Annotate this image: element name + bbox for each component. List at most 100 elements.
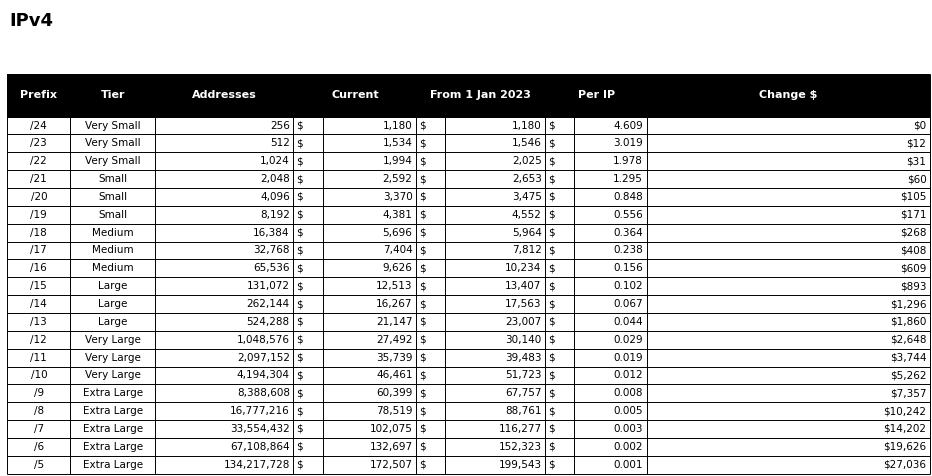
Text: From 1 Jan 2023: From 1 Jan 2023	[431, 90, 531, 100]
Text: 35,739: 35,739	[376, 353, 413, 363]
Text: $1,296: $1,296	[890, 299, 926, 309]
Text: 16,267: 16,267	[376, 299, 413, 309]
Text: /9: /9	[34, 388, 44, 398]
Text: $5,262: $5,262	[890, 370, 926, 380]
Text: $: $	[296, 353, 303, 363]
Text: 4,194,304: 4,194,304	[237, 370, 290, 380]
Text: 13,407: 13,407	[505, 281, 541, 291]
Text: $105: $105	[900, 192, 926, 202]
Text: 132,697: 132,697	[369, 442, 413, 452]
Text: 0.002: 0.002	[613, 442, 643, 452]
Text: 4.609: 4.609	[613, 120, 643, 130]
Text: $: $	[419, 442, 426, 452]
Text: Very Large: Very Large	[85, 335, 141, 345]
Text: $: $	[419, 406, 426, 416]
Text: Very Large: Very Large	[85, 370, 141, 380]
Text: 1,534: 1,534	[383, 139, 413, 149]
Text: 2,048: 2,048	[260, 174, 290, 184]
Text: $: $	[548, 424, 555, 434]
Text: IPv4: IPv4	[9, 12, 53, 30]
Text: 0.238: 0.238	[613, 246, 643, 256]
Text: Extra Large: Extra Large	[83, 460, 143, 470]
Text: $1,860: $1,860	[890, 317, 926, 327]
Text: $: $	[296, 228, 303, 238]
Text: $: $	[548, 210, 555, 220]
Text: $: $	[296, 460, 303, 470]
Text: 88,761: 88,761	[505, 406, 541, 416]
Text: 33,554,432: 33,554,432	[230, 424, 290, 434]
Text: $: $	[419, 139, 426, 149]
Text: 199,543: 199,543	[499, 460, 541, 470]
Text: $: $	[296, 335, 303, 345]
Text: Very Small: Very Small	[85, 120, 141, 130]
Text: Tier: Tier	[101, 90, 125, 100]
Bar	[7, 420, 930, 438]
Text: Per IP: Per IP	[578, 90, 615, 100]
Text: /23: /23	[31, 139, 48, 149]
Text: 1,180: 1,180	[383, 120, 413, 130]
Text: 2,653: 2,653	[512, 174, 541, 184]
Text: $: $	[296, 317, 303, 327]
Bar	[7, 206, 930, 224]
Text: /16: /16	[31, 263, 48, 273]
Text: $: $	[548, 442, 555, 452]
Text: $: $	[548, 460, 555, 470]
Text: $: $	[419, 424, 426, 434]
Text: $: $	[296, 370, 303, 380]
Text: $: $	[296, 406, 303, 416]
Text: 2,097,152: 2,097,152	[237, 353, 290, 363]
Text: $: $	[548, 353, 555, 363]
Text: Extra Large: Extra Large	[83, 442, 143, 452]
Bar	[7, 170, 930, 188]
Text: $: $	[548, 156, 555, 166]
Bar	[7, 135, 930, 152]
Text: $: $	[419, 156, 426, 166]
Bar	[7, 438, 930, 456]
Bar	[7, 456, 930, 474]
Text: 0.364: 0.364	[613, 228, 643, 238]
Text: /14: /14	[31, 299, 48, 309]
Text: 256: 256	[270, 120, 290, 130]
Text: Prefix: Prefix	[21, 90, 58, 100]
Text: $: $	[548, 228, 555, 238]
Text: 0.102: 0.102	[613, 281, 643, 291]
Text: $: $	[548, 335, 555, 345]
Text: $: $	[548, 317, 555, 327]
Bar	[7, 385, 930, 402]
Text: 152,323: 152,323	[499, 442, 541, 452]
Text: 23,007: 23,007	[505, 317, 541, 327]
Text: Extra Large: Extra Large	[83, 388, 143, 398]
Text: 3,370: 3,370	[383, 192, 413, 202]
Text: Extra Large: Extra Large	[83, 406, 143, 416]
Bar	[7, 152, 930, 170]
Text: $: $	[296, 192, 303, 202]
Bar	[7, 117, 930, 134]
Bar	[7, 259, 930, 277]
Text: /6: /6	[34, 442, 44, 452]
Text: 67,108,864: 67,108,864	[230, 442, 290, 452]
Text: Very Large: Very Large	[85, 353, 141, 363]
Text: 46,461: 46,461	[376, 370, 413, 380]
Text: $: $	[296, 424, 303, 434]
Text: 2,592: 2,592	[383, 174, 413, 184]
Text: Small: Small	[98, 210, 127, 220]
Text: $7,357: $7,357	[890, 388, 926, 398]
Text: 27,492: 27,492	[376, 335, 413, 345]
Text: 3,475: 3,475	[512, 192, 541, 202]
Text: $: $	[548, 174, 555, 184]
Text: $: $	[419, 317, 426, 327]
Text: /8: /8	[34, 406, 44, 416]
Bar	[7, 367, 930, 385]
Text: $3,744: $3,744	[890, 353, 926, 363]
Text: $12: $12	[907, 139, 926, 149]
Bar	[7, 348, 930, 367]
Text: $: $	[296, 388, 303, 398]
Text: Medium: Medium	[92, 246, 133, 256]
Text: 1.978: 1.978	[613, 156, 643, 166]
Text: 65,536: 65,536	[254, 263, 290, 273]
Text: 1,994: 1,994	[383, 156, 413, 166]
Text: $: $	[419, 460, 426, 470]
Text: $: $	[419, 228, 426, 238]
Text: $: $	[419, 120, 426, 130]
Text: Large: Large	[98, 281, 128, 291]
